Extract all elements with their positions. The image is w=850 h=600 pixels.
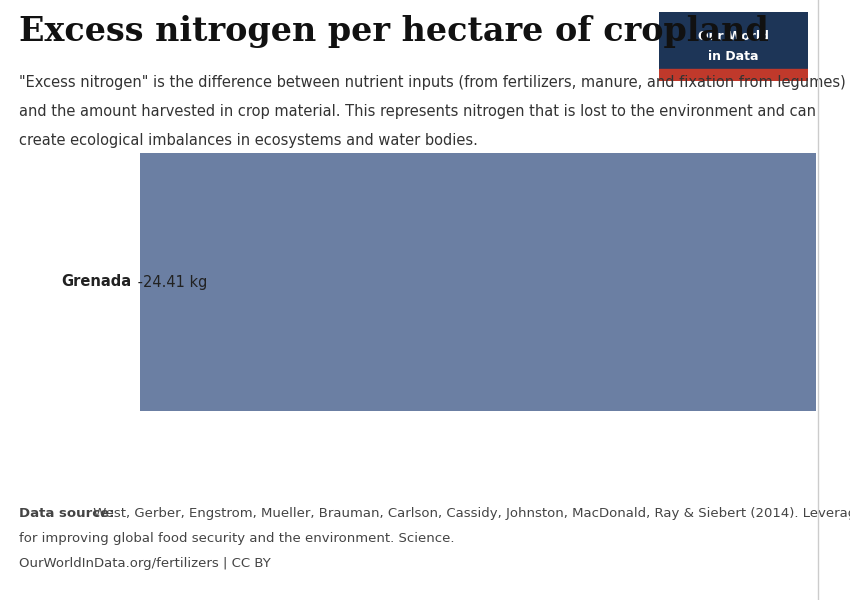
Text: "Excess nitrogen" is the difference between nutrient inputs (from fertilizers, m: "Excess nitrogen" is the difference betw… bbox=[19, 75, 846, 90]
Text: Excess nitrogen per hectare of cropland: Excess nitrogen per hectare of cropland bbox=[19, 15, 768, 48]
Text: Our World: Our World bbox=[698, 29, 768, 43]
Text: OurWorldInData.org/fertilizers | CC BY: OurWorldInData.org/fertilizers | CC BY bbox=[19, 557, 270, 570]
Text: -24.41 kg: -24.41 kg bbox=[133, 275, 207, 289]
Text: Data source:: Data source: bbox=[19, 507, 114, 520]
Text: in Data: in Data bbox=[708, 50, 758, 64]
Text: create ecological imbalances in ecosystems and water bodies.: create ecological imbalances in ecosyste… bbox=[19, 133, 478, 148]
Bar bbox=[659, 68, 808, 81]
Text: for improving global food security and the environment. Science.: for improving global food security and t… bbox=[19, 532, 454, 545]
Text: West, Gerber, Engstrom, Mueller, Brauman, Carlson, Cassidy, Johnston, MacDonald,: West, Gerber, Engstrom, Mueller, Brauman… bbox=[89, 507, 850, 520]
Text: and the amount harvested in crop material. This represents nitrogen that is lost: and the amount harvested in crop materia… bbox=[19, 104, 816, 119]
Text: Grenada: Grenada bbox=[61, 275, 132, 289]
